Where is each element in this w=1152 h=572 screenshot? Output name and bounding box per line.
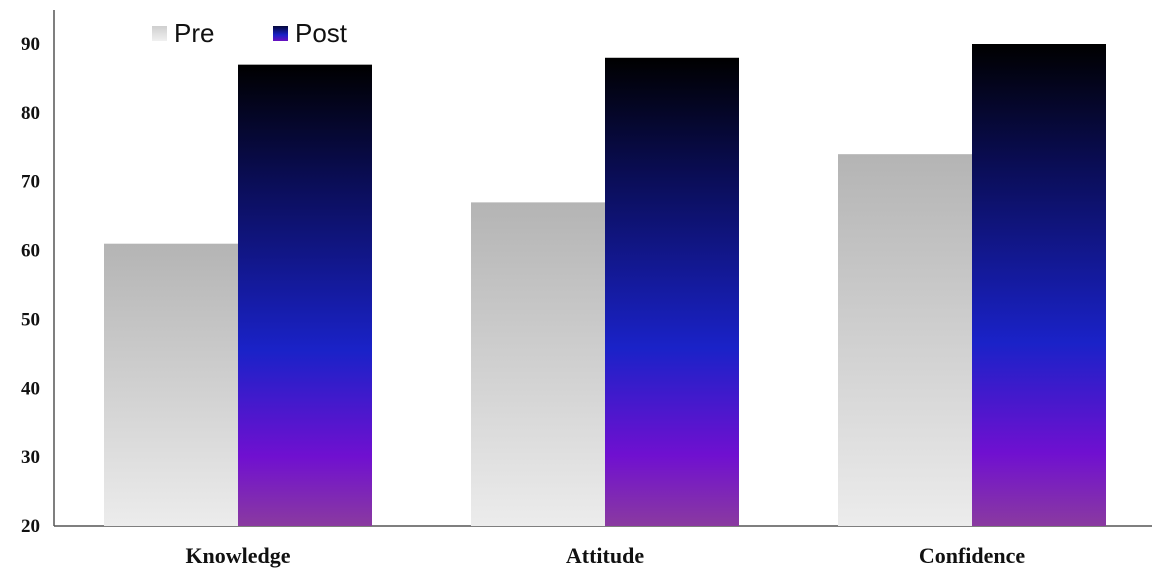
bars xyxy=(104,44,1106,527)
y-tick-label: 90 xyxy=(21,34,40,55)
legend-label-post: Post xyxy=(295,18,348,48)
bar-post-attitude xyxy=(605,57,739,527)
category-label-attitude: Attitude xyxy=(566,543,644,568)
legend-swatch-post xyxy=(273,26,288,41)
category-label-confidence: Confidence xyxy=(919,543,1026,568)
y-tick-labels: 20 30 40 50 60 70 80 90 xyxy=(21,34,40,537)
bar-pre-confidence xyxy=(838,154,972,526)
category-label-knowledge: Knowledge xyxy=(185,543,290,568)
y-tick-label: 80 xyxy=(21,103,40,124)
category-labels: Knowledge Attitude Confidence xyxy=(185,543,1025,568)
y-tick-label: 70 xyxy=(21,172,40,193)
y-tick-label: 60 xyxy=(21,241,40,262)
bar-pre-knowledge xyxy=(104,243,238,526)
y-tick-label: 50 xyxy=(21,309,40,330)
bar-post-confidence xyxy=(972,44,1106,526)
bar-post-knowledge xyxy=(238,64,372,527)
y-tick-label: 40 xyxy=(21,378,40,399)
y-tick-label: 30 xyxy=(21,447,40,468)
y-tick-label: 20 xyxy=(21,516,40,537)
legend-label-pre: Pre xyxy=(174,18,214,48)
legend: Pre Post xyxy=(152,18,348,48)
bar-pre-attitude xyxy=(471,202,605,526)
legend-swatch-pre xyxy=(152,26,167,41)
